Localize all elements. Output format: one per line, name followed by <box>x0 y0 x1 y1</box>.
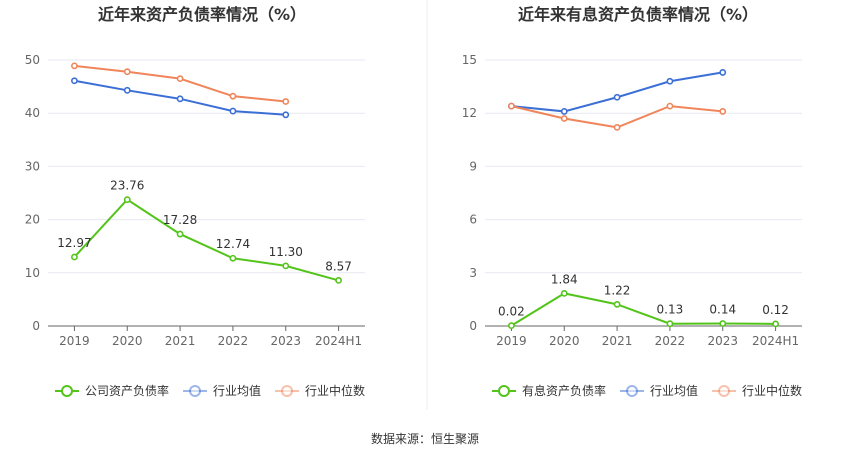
data-point <box>229 254 237 262</box>
legend-marker-icon <box>498 385 510 397</box>
legend-label: 行业中位数 <box>305 383 365 398</box>
y-tick-label: 15 <box>462 53 477 67</box>
x-tick-label: 2019 <box>59 334 90 348</box>
y-tick-label: 50 <box>25 53 40 67</box>
x-tick-label: 2023 <box>270 334 301 348</box>
x-tick-label: 2022 <box>218 334 249 348</box>
data-point <box>229 92 237 100</box>
x-tick-label: 2019 <box>496 334 527 348</box>
legend-marker-icon <box>626 385 639 397</box>
y-tick-label: 6 <box>469 213 477 227</box>
x-tick-label: 2022 <box>655 334 686 348</box>
data-point <box>560 115 568 122</box>
legend-item[interactable]: 行业均值 <box>620 383 698 398</box>
data-point <box>719 69 727 76</box>
data-point <box>176 95 184 103</box>
data-point <box>282 98 290 105</box>
legend-label: 行业均值 <box>213 383 261 398</box>
data-point <box>508 102 515 110</box>
data-point <box>772 320 779 328</box>
legend-label: 公司资产负债率 <box>85 383 169 398</box>
data-label: 0.02 <box>498 305 525 319</box>
x-tick-label: 2023 <box>707 334 738 348</box>
series-line <box>510 292 776 327</box>
y-tick-label: 0 <box>32 319 40 333</box>
x-tick-label: 2021 <box>602 334 633 348</box>
y-tick-label: 9 <box>469 159 477 173</box>
y-tick-label: 0 <box>469 319 477 333</box>
data-point <box>666 320 674 328</box>
y-tick-label: 30 <box>25 159 40 173</box>
data-label: 12.74 <box>216 237 250 251</box>
y-tick-label: 12 <box>462 106 477 120</box>
data-label: 12.97 <box>57 236 91 250</box>
data-label: 0.12 <box>762 303 789 317</box>
legend-item[interactable]: 行业中位数 <box>275 383 365 398</box>
data-point <box>123 68 131 76</box>
legend-marker-icon <box>281 385 294 397</box>
x-tick-label: 2020 <box>549 334 580 348</box>
x-tick-label: 2024H1 <box>315 334 362 348</box>
data-point <box>666 77 674 85</box>
data-label: 0.14 <box>709 303 736 317</box>
data-point <box>508 322 515 330</box>
chart-debt-ratio: 近年来资产负债率情况（%） 0 10 20 30 40 50 2019 2020 2021 2022… <box>25 5 365 398</box>
legend-label: 行业中位数 <box>742 383 802 398</box>
chart-title: 近年来有息资产负债率情况（%） <box>518 5 758 24</box>
data-point <box>613 123 621 131</box>
data-label: 1.22 <box>604 283 631 297</box>
data-point <box>176 230 184 238</box>
data-label: 1.84 <box>551 272 578 286</box>
data-point <box>335 277 342 284</box>
series-line <box>511 71 723 113</box>
legend-marker-icon <box>61 385 73 397</box>
data-label: 0.13 <box>657 303 684 317</box>
y-tick-label: 20 <box>25 213 40 227</box>
x-tick-label: 2021 <box>165 334 196 348</box>
data-label: 8.57 <box>325 259 352 273</box>
data-source: 数据来源：恒生聚源 <box>371 431 479 446</box>
chart-title: 近年来资产负债率情况（%） <box>98 5 306 24</box>
legend-item[interactable]: 行业中位数 <box>712 383 802 398</box>
data-label: 17.28 <box>163 213 197 227</box>
legend-item[interactable]: 有息资产负债率 <box>492 383 606 398</box>
legend-label: 有息资产负债率 <box>522 383 606 398</box>
y-tick-label: 3 <box>469 266 477 280</box>
series-line <box>73 198 339 282</box>
legend-marker-icon <box>718 385 731 397</box>
data-point <box>719 108 727 115</box>
data-point <box>123 86 131 94</box>
data-point <box>71 253 78 261</box>
data-point <box>613 300 621 308</box>
legend-item[interactable]: 行业均值 <box>183 383 261 398</box>
data-point <box>613 93 621 101</box>
y-tick-label: 40 <box>25 106 40 120</box>
data-label: 23.76 <box>110 179 144 193</box>
legend-item[interactable]: 公司资产负债率 <box>55 383 169 398</box>
data-point <box>123 196 131 203</box>
data-point <box>71 77 78 85</box>
data-point <box>666 102 674 110</box>
chart-interest-debt-ratio: 近年来有息资产负债率情况（%） 0 3 6 9 12 15 2019 2020 2021 2022 2… <box>462 5 802 398</box>
data-point <box>560 289 568 297</box>
x-tick-label: 2024H1 <box>752 334 799 348</box>
data-point <box>282 111 290 119</box>
legend-marker-icon <box>189 385 202 397</box>
x-tick-label: 2020 <box>112 334 143 348</box>
data-point <box>229 107 237 115</box>
data-point <box>560 108 568 115</box>
data-label: 11.30 <box>269 245 303 259</box>
y-tick-label: 10 <box>25 266 40 280</box>
data-point <box>719 320 727 327</box>
data-point <box>71 62 78 70</box>
data-point <box>176 75 184 83</box>
legend-label: 行业均值 <box>650 383 698 398</box>
data-point <box>282 262 290 270</box>
